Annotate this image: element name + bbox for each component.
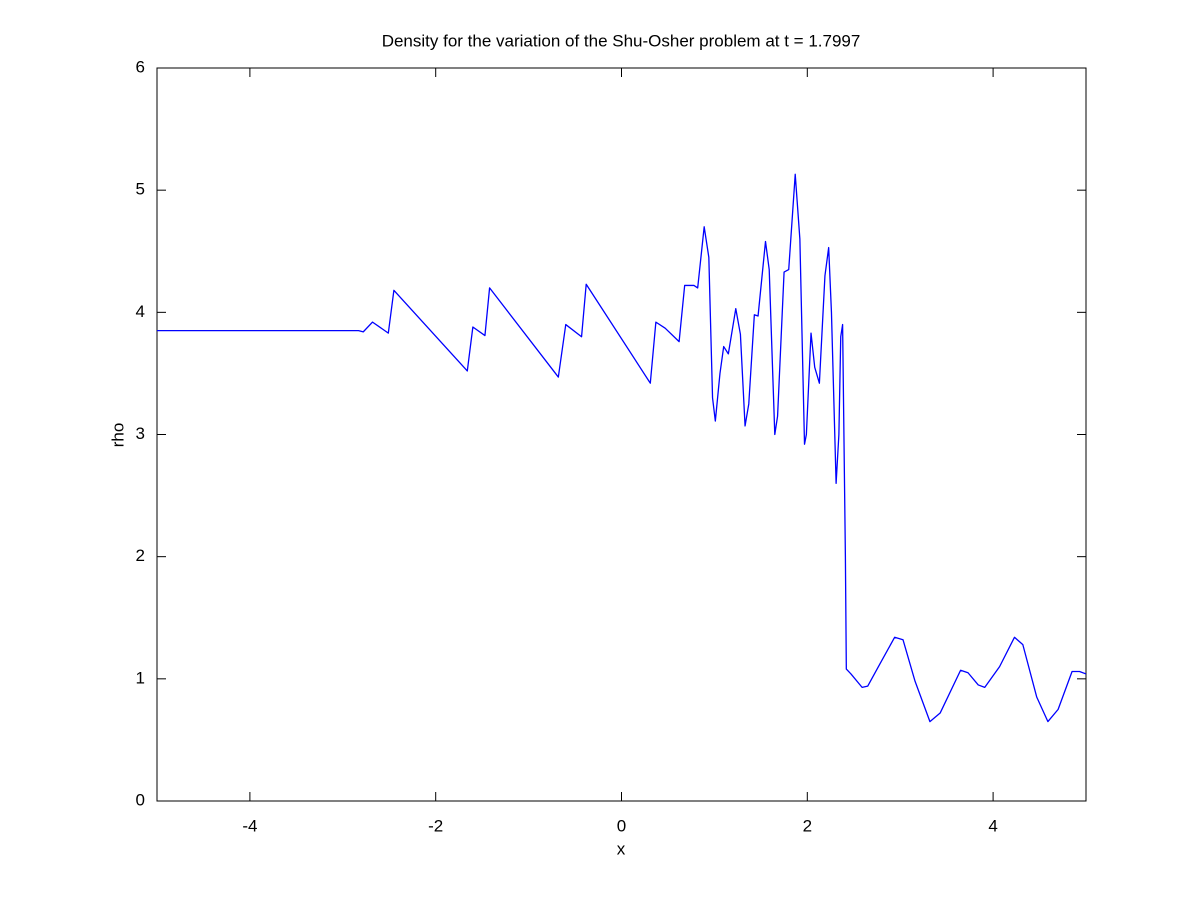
y-tick-label: 2 (136, 546, 145, 565)
y-tick-label: 3 (136, 424, 145, 443)
y-axis-label: rho (108, 423, 127, 448)
x-tick-label: 2 (803, 816, 812, 835)
x-tick-label: 0 (617, 816, 626, 835)
y-tick-label: 6 (136, 57, 145, 76)
x-axis-label: x (617, 839, 626, 858)
data-line (157, 173, 1086, 723)
y-tick-label: 4 (136, 302, 145, 321)
y-tick-label: 0 (136, 790, 145, 809)
y-tick-label: 5 (136, 180, 145, 199)
x-tick-label: 4 (988, 816, 997, 835)
plot-frame (156, 67, 1087, 802)
x-tick-label: -2 (428, 816, 443, 835)
x-tick-label: -4 (242, 816, 257, 835)
chart-title: Density for the variation of the Shu-Osh… (382, 31, 861, 50)
y-tick-label: 1 (136, 668, 145, 687)
